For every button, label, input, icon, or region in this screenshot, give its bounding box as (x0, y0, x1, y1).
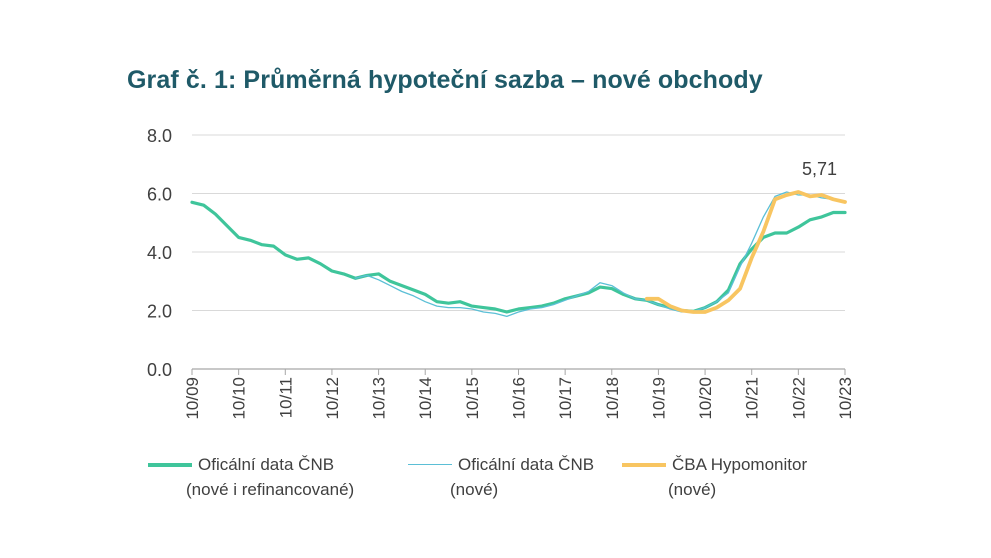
legend-swatch-cnb-all (148, 462, 192, 467)
x-tick-label: 10/11 (276, 377, 295, 418)
x-tick-label: 10/19 (649, 377, 668, 420)
x-tick-label: 10/15 (463, 377, 482, 420)
series-line-cnb-all (190, 200, 847, 314)
y-tick-label: 2.0 (147, 302, 172, 322)
annotations: 5,71 (802, 159, 837, 179)
x-tick-label: 10/21 (743, 377, 762, 420)
annotation-last-value: 5,71 (802, 159, 837, 179)
legend-item-cnb-all: Oficální data ČNB (nové i refinancované) (148, 452, 354, 502)
legend-item-cba: ČBA Hypomonitor (nové) (622, 452, 807, 502)
legend-swatch-cnb-new (408, 464, 452, 465)
x-tick-label: 10/22 (789, 377, 808, 420)
legend-sublabel-cba: (nové) (668, 480, 717, 499)
series-line-cba (644, 190, 847, 314)
y-axis-tick-labels: 0.0 2.0 4.0 6.0 8.0 (147, 126, 172, 380)
grid-lines (192, 134, 845, 311)
legend-label-cnb-all: Oficální data ČNB (198, 455, 335, 474)
legend-label-cba: ČBA Hypomonitor (672, 455, 808, 474)
chart-title: Graf č. 1: Průměrná hypoteční sazba – no… (127, 66, 763, 94)
legend-sublabel-cnb-new: (nové) (450, 480, 499, 499)
legend-label-cnb-new: Oficální data ČNB (458, 455, 595, 474)
legend-item-cnb-new: Oficální data ČNB (nové) (408, 452, 594, 502)
x-axis: 10/09 10/10 10/11 10/12 10/13 10/14 10/15 10/16… (183, 368, 855, 420)
series-line-cnb-new (354, 191, 846, 318)
x-tick-label: 10/16 (510, 377, 529, 420)
x-tick-label: 10/20 (696, 377, 715, 420)
legend-swatch-cba (622, 462, 666, 467)
y-tick-label: 0.0 (147, 360, 172, 380)
x-tick-label: 10/12 (323, 377, 342, 420)
x-tick-label: 10/23 (836, 377, 855, 420)
x-tick-label: 10/10 (230, 377, 249, 420)
x-tick-label: 10/18 (603, 377, 622, 420)
y-tick-label: 8.0 (147, 126, 172, 146)
series-lines (190, 190, 847, 318)
y-tick-label: 4.0 (147, 243, 172, 263)
x-tick-label: 10/13 (370, 377, 389, 420)
y-tick-label: 6.0 (147, 185, 172, 205)
x-tick-label: 10/14 (416, 377, 435, 420)
x-tick-label: 10/09 (183, 377, 202, 420)
x-tick-label: 10/17 (556, 377, 575, 420)
legend-sublabel-cnb-all: (nové i refinancované) (186, 480, 355, 499)
